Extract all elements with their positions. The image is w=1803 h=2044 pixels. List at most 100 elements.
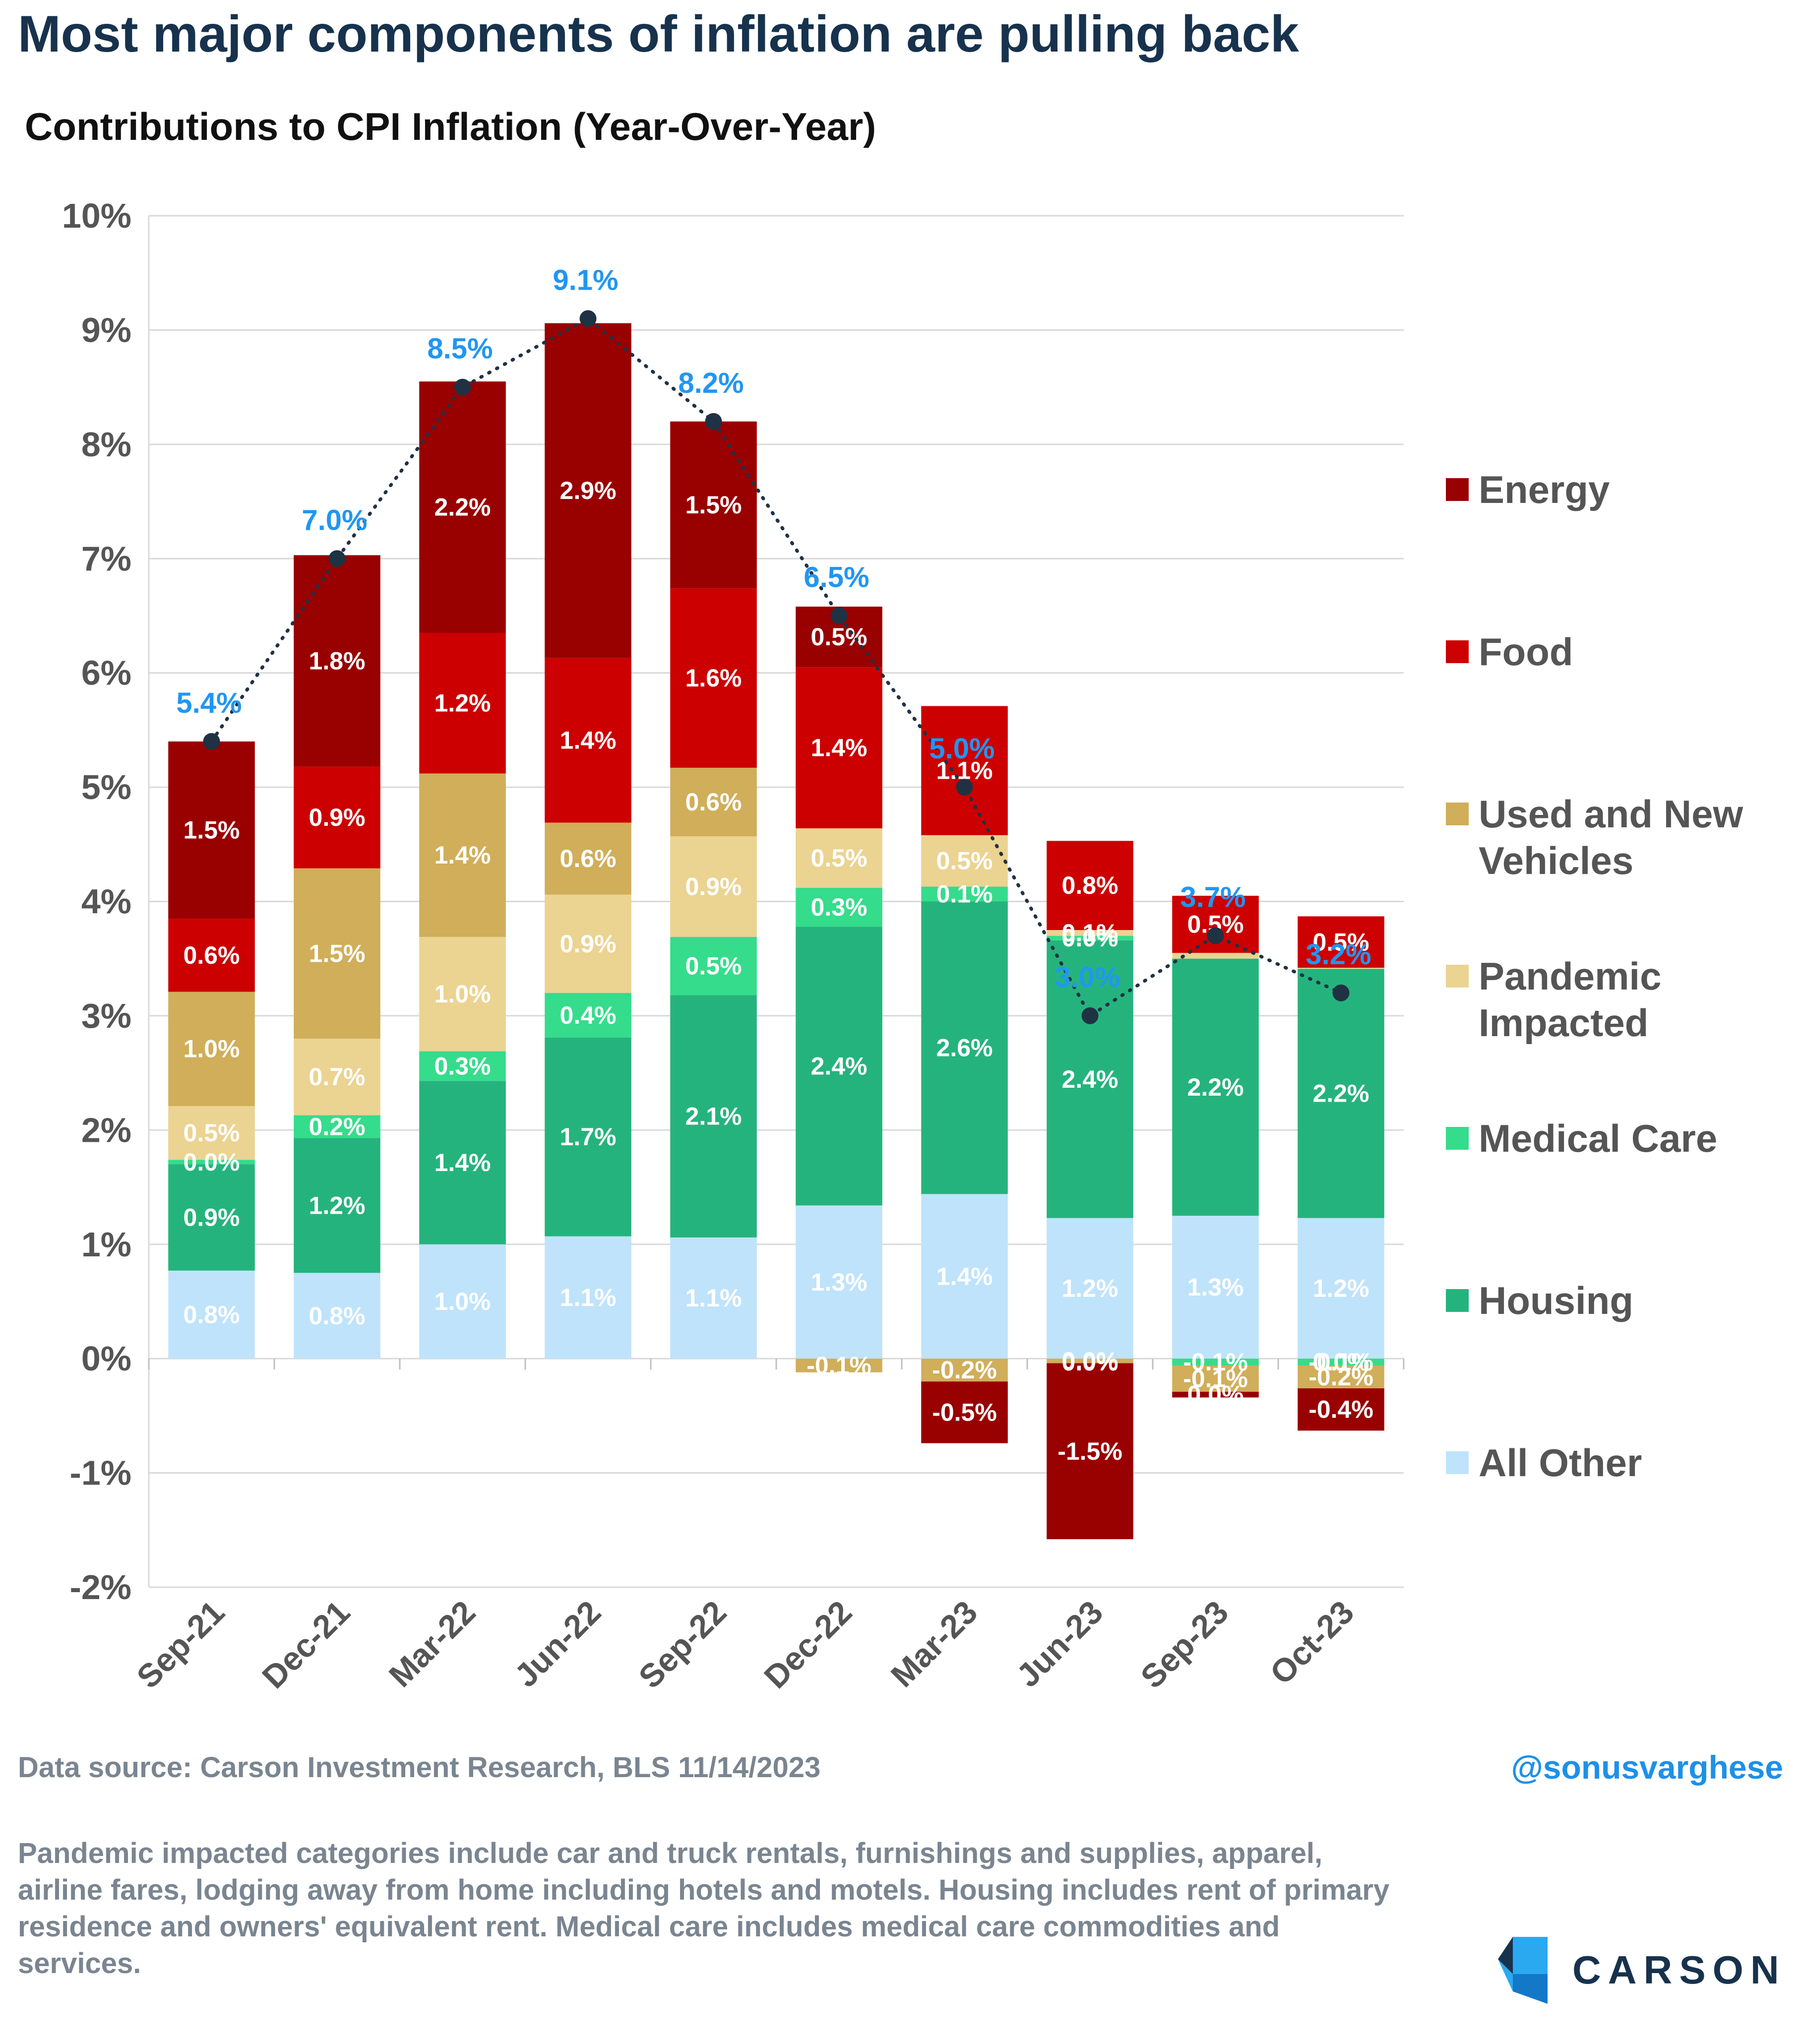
total-labels: 5.4% 7.0% 8.5% 9.1% 8.2% 6.5% 5.0% 3.0% 3.7% 3.2% bbox=[176, 264, 1371, 993]
bar-segment-pandemic-impacted bbox=[1298, 968, 1384, 969]
bar-segment-housing bbox=[545, 1037, 631, 1237]
y-tick-label: 5% bbox=[81, 768, 131, 806]
bar-segment-all-other bbox=[419, 1244, 506, 1359]
data-label-all-other: 1.1% bbox=[560, 1284, 617, 1311]
bar-segment-used-and-new-vehicles bbox=[921, 1359, 1008, 1382]
legend-label-used-and-new-vehicles: Used and New Vehicles bbox=[1479, 792, 1743, 882]
legend-item-all-other: All Other bbox=[1446, 1439, 1786, 1486]
legend-item-energy: Energy bbox=[1446, 466, 1786, 513]
bar-segment-medical-care bbox=[921, 886, 1008, 902]
carson-logo: CARSON bbox=[1493, 1929, 1781, 2009]
bar-segment-housing bbox=[1298, 969, 1384, 1218]
bar-segment-all-other bbox=[1172, 1216, 1259, 1359]
cpi-point bbox=[705, 413, 722, 430]
legend-label-all-other: All Other bbox=[1479, 1441, 1642, 1485]
data-source-text: Data source: Carson Investment Research,… bbox=[18, 1751, 821, 1784]
bar-segment-food bbox=[796, 667, 882, 829]
data-label-used-and-new-vehicles: 1.0% bbox=[184, 1035, 240, 1063]
bar-segment-medical-care bbox=[670, 936, 757, 995]
data-label-pandemic-impacted: 0.5% bbox=[811, 844, 868, 872]
bar-segment-food bbox=[419, 633, 506, 774]
data-label-food: 1.4% bbox=[560, 727, 617, 754]
y-tick-label: 4% bbox=[81, 882, 131, 921]
data-label-used-and-new-vehicles: 1.5% bbox=[309, 939, 366, 967]
stacked-bar-chart: -2%-1%0%1%2%3%4%5%6%7%8%9%10%Sep-21 Dec-2… bbox=[62, 196, 1405, 1695]
bar-segment-energy bbox=[545, 323, 631, 658]
bar-segment-medical-care bbox=[1298, 1359, 1384, 1365]
data-label-pandemic-impacted: 0.1% bbox=[1062, 919, 1119, 947]
data-label-energy: 1.5% bbox=[184, 816, 240, 844]
bar-segment-all-other bbox=[921, 1194, 1008, 1359]
data-label-pandemic-impacted: 0.9% bbox=[560, 930, 617, 958]
legend-item-used-and-new-vehicles: Used and New Vehicles bbox=[1446, 791, 1786, 884]
data-label-food: 1.2% bbox=[435, 689, 491, 717]
cpi-total-line bbox=[203, 310, 1350, 1024]
data-label-housing: 2.6% bbox=[936, 1034, 993, 1061]
bar-segment-energy bbox=[921, 1381, 1008, 1443]
bar-segment-pandemic-impacted bbox=[419, 936, 506, 1052]
cpi-total-label: 3.0% bbox=[1055, 961, 1120, 993]
bar-segment-housing bbox=[419, 1081, 506, 1244]
bar-segment-housing bbox=[670, 995, 757, 1238]
bars bbox=[168, 323, 1384, 1540]
bar-segment-food bbox=[1298, 916, 1384, 968]
cpi-total-label: 5.0% bbox=[929, 733, 995, 765]
cpi-total-label: 3.2% bbox=[1306, 938, 1371, 971]
cpi-total-label: 8.2% bbox=[678, 367, 744, 399]
data-label-used-and-new-vehicles: -0.2% bbox=[932, 1356, 997, 1384]
y-tick-label: 3% bbox=[81, 996, 131, 1035]
bar-segment-energy bbox=[419, 381, 506, 633]
bar-segment-all-other bbox=[670, 1237, 757, 1359]
x-tick-label: Sep-21 bbox=[129, 1594, 231, 1695]
data-label-all-other: 1.2% bbox=[1313, 1274, 1369, 1302]
data-label-housing: 1.7% bbox=[560, 1123, 617, 1151]
bar-segment-used-and-new-vehicles bbox=[545, 822, 631, 895]
cpi-point bbox=[1081, 1007, 1099, 1024]
legend-label-food: Food bbox=[1479, 630, 1573, 674]
bar-segment-housing bbox=[168, 1164, 255, 1271]
data-label-used-and-new-vehicles: -0.1% bbox=[807, 1352, 871, 1379]
data-label-energy: 2.2% bbox=[435, 494, 491, 521]
bar-segment-used-and-new-vehicles bbox=[1047, 1359, 1133, 1363]
cpi-point bbox=[1332, 984, 1350, 1001]
legend-item-food: Food bbox=[1446, 628, 1786, 675]
chart-title: Most major components of inflation are p… bbox=[18, 5, 1299, 63]
data-label-used-and-new-vehicles: 0.0% bbox=[1062, 1347, 1119, 1375]
bar-segment-food bbox=[921, 706, 1008, 835]
data-label-medical-care: 0.0% bbox=[1062, 924, 1119, 952]
data-label-used-and-new-vehicles: 0.6% bbox=[560, 845, 617, 872]
bar-segment-energy bbox=[168, 741, 255, 919]
bar-segment-used-and-new-vehicles bbox=[294, 868, 380, 1039]
bar-segment-housing bbox=[921, 901, 1008, 1194]
cpi-total-label: 8.5% bbox=[427, 333, 493, 365]
twitter-handle: @sonusvarghese bbox=[1511, 1749, 1783, 1786]
data-label-all-other: 1.3% bbox=[1187, 1273, 1244, 1301]
bar-segment-energy bbox=[1047, 1363, 1133, 1540]
data-label-housing: 2.2% bbox=[1187, 1073, 1244, 1101]
legend-label-energy: Energy bbox=[1479, 468, 1610, 511]
y-tick-label: -1% bbox=[70, 1454, 131, 1492]
cpi-point bbox=[328, 550, 346, 567]
bar-segment-medical-care bbox=[1172, 1359, 1259, 1365]
bar-segment-pandemic-impacted bbox=[545, 894, 631, 993]
data-label-extra: 0.0% bbox=[1062, 1348, 1119, 1376]
legend-swatch-used-and-new-vehicles bbox=[1446, 803, 1469, 825]
cpi-point bbox=[956, 779, 973, 796]
bar-segment-used-and-new-vehicles bbox=[670, 767, 757, 837]
bar-segment-food bbox=[670, 588, 757, 768]
legend-label-housing: Housing bbox=[1479, 1279, 1633, 1322]
data-label-energy: 1.8% bbox=[309, 647, 366, 675]
segment-labels: 0.8% 0.8% 1.0% 1.1% 1.1% 1.3% 1.4% 1.2% 1.3% 1.2%… bbox=[184, 477, 1373, 1465]
y-tick-label: 1% bbox=[81, 1225, 131, 1264]
cpi-total-label: 3.7% bbox=[1180, 881, 1245, 914]
data-label-medical-care: 0.3% bbox=[435, 1052, 491, 1080]
bar-segment-energy bbox=[294, 555, 380, 767]
data-label-all-other: 0.8% bbox=[184, 1301, 240, 1328]
bar-segment-housing bbox=[294, 1138, 380, 1273]
bar-segment-energy bbox=[1298, 1388, 1384, 1431]
bar-segment-all-other bbox=[168, 1270, 255, 1359]
bar-segment-pandemic-impacted bbox=[921, 835, 1008, 887]
y-tick-label: 10% bbox=[62, 196, 131, 235]
bar-segment-pandemic-impacted bbox=[1172, 953, 1259, 959]
data-label-food: 1.4% bbox=[811, 734, 868, 762]
